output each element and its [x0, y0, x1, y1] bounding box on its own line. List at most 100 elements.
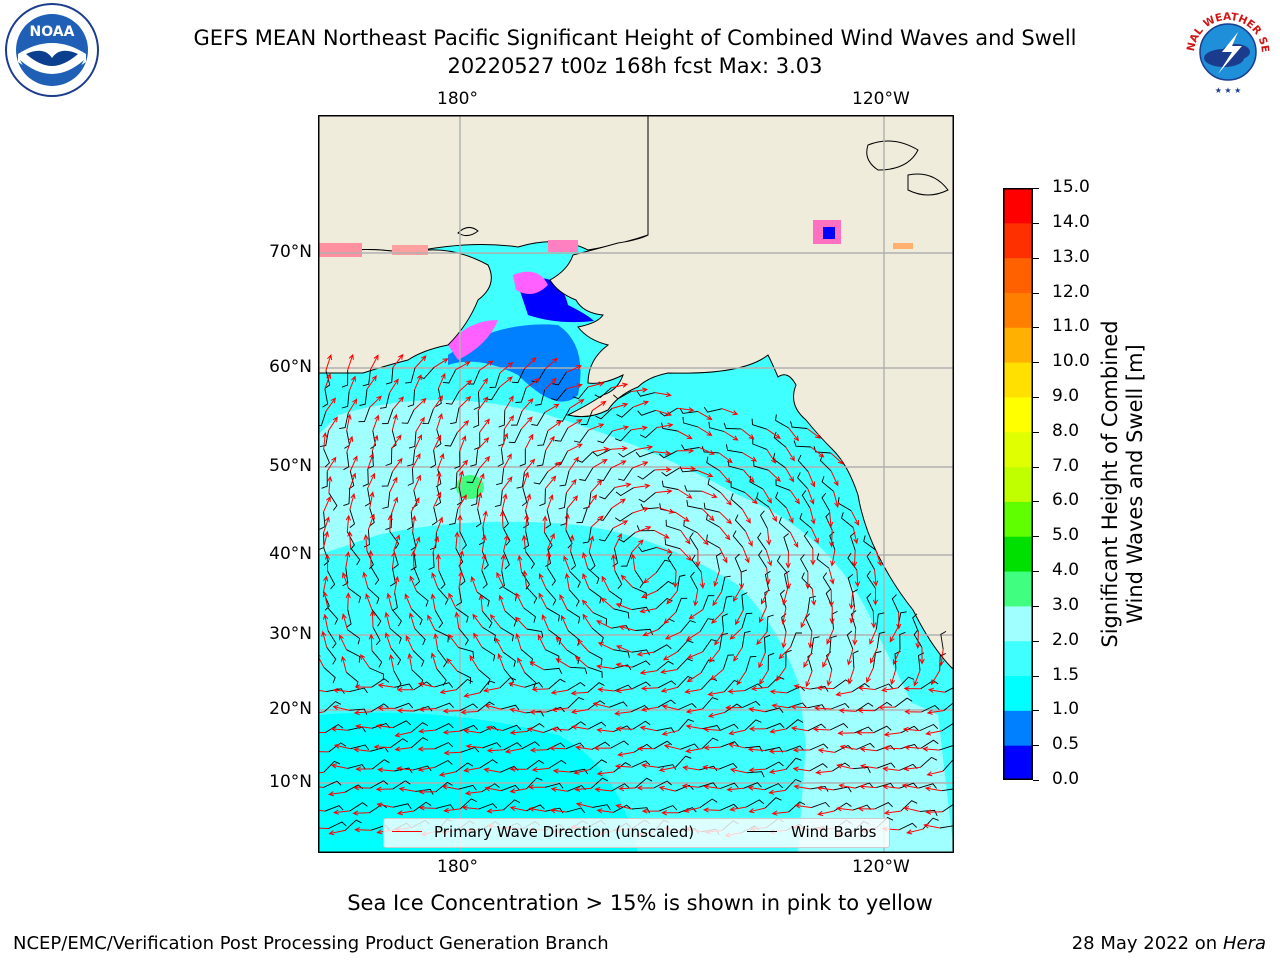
- wave-direction-arrow: [654, 530, 670, 539]
- wave-direction-arrow: [525, 493, 532, 511]
- wave-direction-arrow: [567, 419, 583, 429]
- wind-barb: [516, 471, 525, 489]
- wind-barb: [722, 654, 735, 670]
- wind-barb: [942, 803, 954, 813]
- wave-direction-arrow: [654, 467, 672, 473]
- wave-direction-arrow: [882, 766, 900, 772]
- wave-direction-arrow: [587, 381, 605, 388]
- wave-direction-arrow: [504, 395, 514, 411]
- wave-direction-arrow: [745, 530, 753, 547]
- wind-barb: [615, 487, 634, 497]
- wave-direction-arrow: [597, 642, 614, 651]
- wave-direction-arrow: [525, 378, 541, 389]
- wind-barb: [847, 574, 854, 593]
- wave-direction-arrow: [596, 770, 614, 777]
- wind-barb: [435, 781, 453, 793]
- wind-barb: [459, 724, 479, 732]
- wave-direction-arrow: [347, 530, 353, 548]
- wind-barb: [655, 559, 671, 573]
- wave-direction-arrow: [835, 806, 854, 812]
- wind-barb: [633, 743, 652, 753]
- wave-direction-arrow: [896, 612, 902, 630]
- wave-direction-arrow: [826, 628, 834, 645]
- wave-direction-arrow: [663, 611, 677, 625]
- wave-direction-arrow: [499, 361, 514, 374]
- wave-direction-arrow: [675, 511, 690, 522]
- wave-direction-arrow: [418, 789, 436, 795]
- wind-barb: [612, 664, 632, 671]
- wind-barb: [328, 821, 347, 829]
- colorbar-tick-label: 1.5: [1052, 664, 1080, 685]
- wave-direction-arrow: [658, 785, 676, 792]
- wave-direction-arrow: [766, 449, 777, 464]
- wave-direction-arrow: [654, 391, 672, 398]
- wave-direction-arrow: [389, 378, 399, 394]
- wave-direction-arrow: [318, 732, 326, 734]
- wind-barb: [362, 468, 369, 487]
- wind-barb: [921, 704, 940, 713]
- wave-direction-arrow: [438, 771, 456, 777]
- wave-direction-arrow: [707, 691, 725, 697]
- wind-barb: [807, 723, 827, 732]
- wave-direction-arrow: [508, 681, 525, 688]
- wave-direction-arrow: [391, 551, 397, 569]
- wave-direction-arrow: [611, 553, 617, 571]
- wave-direction-arrow: [617, 751, 635, 757]
- wind-barb: [720, 723, 739, 731]
- wind-barb: [323, 760, 341, 773]
- wave-direction-arrow: [349, 492, 356, 510]
- wind-barb: [667, 553, 677, 572]
- wave-direction-arrow: [631, 539, 644, 553]
- wave-direction-arrow: [526, 727, 544, 733]
- wind-barb: [502, 527, 511, 546]
- wave-direction-arrow: [392, 396, 404, 410]
- wind-barb: [350, 744, 370, 751]
- wind-barb: [342, 568, 349, 587]
- wave-direction-arrow: [454, 531, 460, 549]
- wind-barb: [413, 567, 421, 586]
- wave-direction-arrow: [497, 653, 505, 670]
- wave-direction-arrow: [339, 634, 347, 650]
- wave-direction-arrow: [612, 425, 630, 432]
- wave-direction-arrow: [699, 447, 715, 455]
- wind-barb: [680, 743, 699, 750]
- wave-direction-arrow: [371, 434, 379, 452]
- wave-direction-arrow: [660, 686, 678, 693]
- wave-direction-arrow: [685, 708, 703, 714]
- colorbar-tick-label: 0.0: [1052, 769, 1080, 789]
- wave-direction-arrow: [719, 511, 732, 525]
- wave-direction-arrow: [790, 532, 799, 549]
- wind-barb: [636, 391, 656, 397]
- wind-barb: [478, 669, 491, 685]
- wave-direction-arrow: [544, 403, 560, 413]
- wave-direction-arrow: [743, 469, 755, 484]
- wave-direction-arrow: [660, 668, 677, 675]
- wind-barb: [597, 467, 612, 482]
- wind-barb: [565, 742, 585, 750]
- wave-direction-arrow: [458, 470, 465, 488]
- wave-direction-arrow: [522, 471, 529, 488]
- wave-direction-arrow: [742, 452, 758, 462]
- wave-direction-arrow: [613, 532, 622, 549]
- wave-direction-arrow: [522, 569, 528, 588]
- wind-barb: [730, 493, 743, 510]
- wave-direction-arrow: [882, 784, 900, 790]
- wave-direction-arrow: [741, 508, 751, 524]
- wind-barb: [661, 467, 680, 477]
- wave-direction-arrow: [461, 805, 479, 811]
- wind-barb: [324, 370, 331, 389]
- wave-direction-arrow: [641, 763, 659, 769]
- wind-barb: [591, 777, 609, 789]
- wave-direction-arrow: [413, 536, 421, 553]
- wave-direction-arrow: [702, 807, 721, 813]
- wind-barbs-layer: [318, 367, 954, 835]
- wave-direction-arrow: [612, 520, 629, 529]
- wave-direction-arrow: [859, 784, 877, 790]
- wind-barb: [854, 726, 873, 734]
- wave-direction-arrow: [859, 746, 877, 753]
- wind-barb: [370, 703, 389, 713]
- wind-barb: [430, 449, 437, 469]
- wave-direction-arrow: [414, 374, 422, 391]
- wave-direction-arrow: [588, 423, 605, 431]
- wind-barb: [349, 708, 368, 715]
